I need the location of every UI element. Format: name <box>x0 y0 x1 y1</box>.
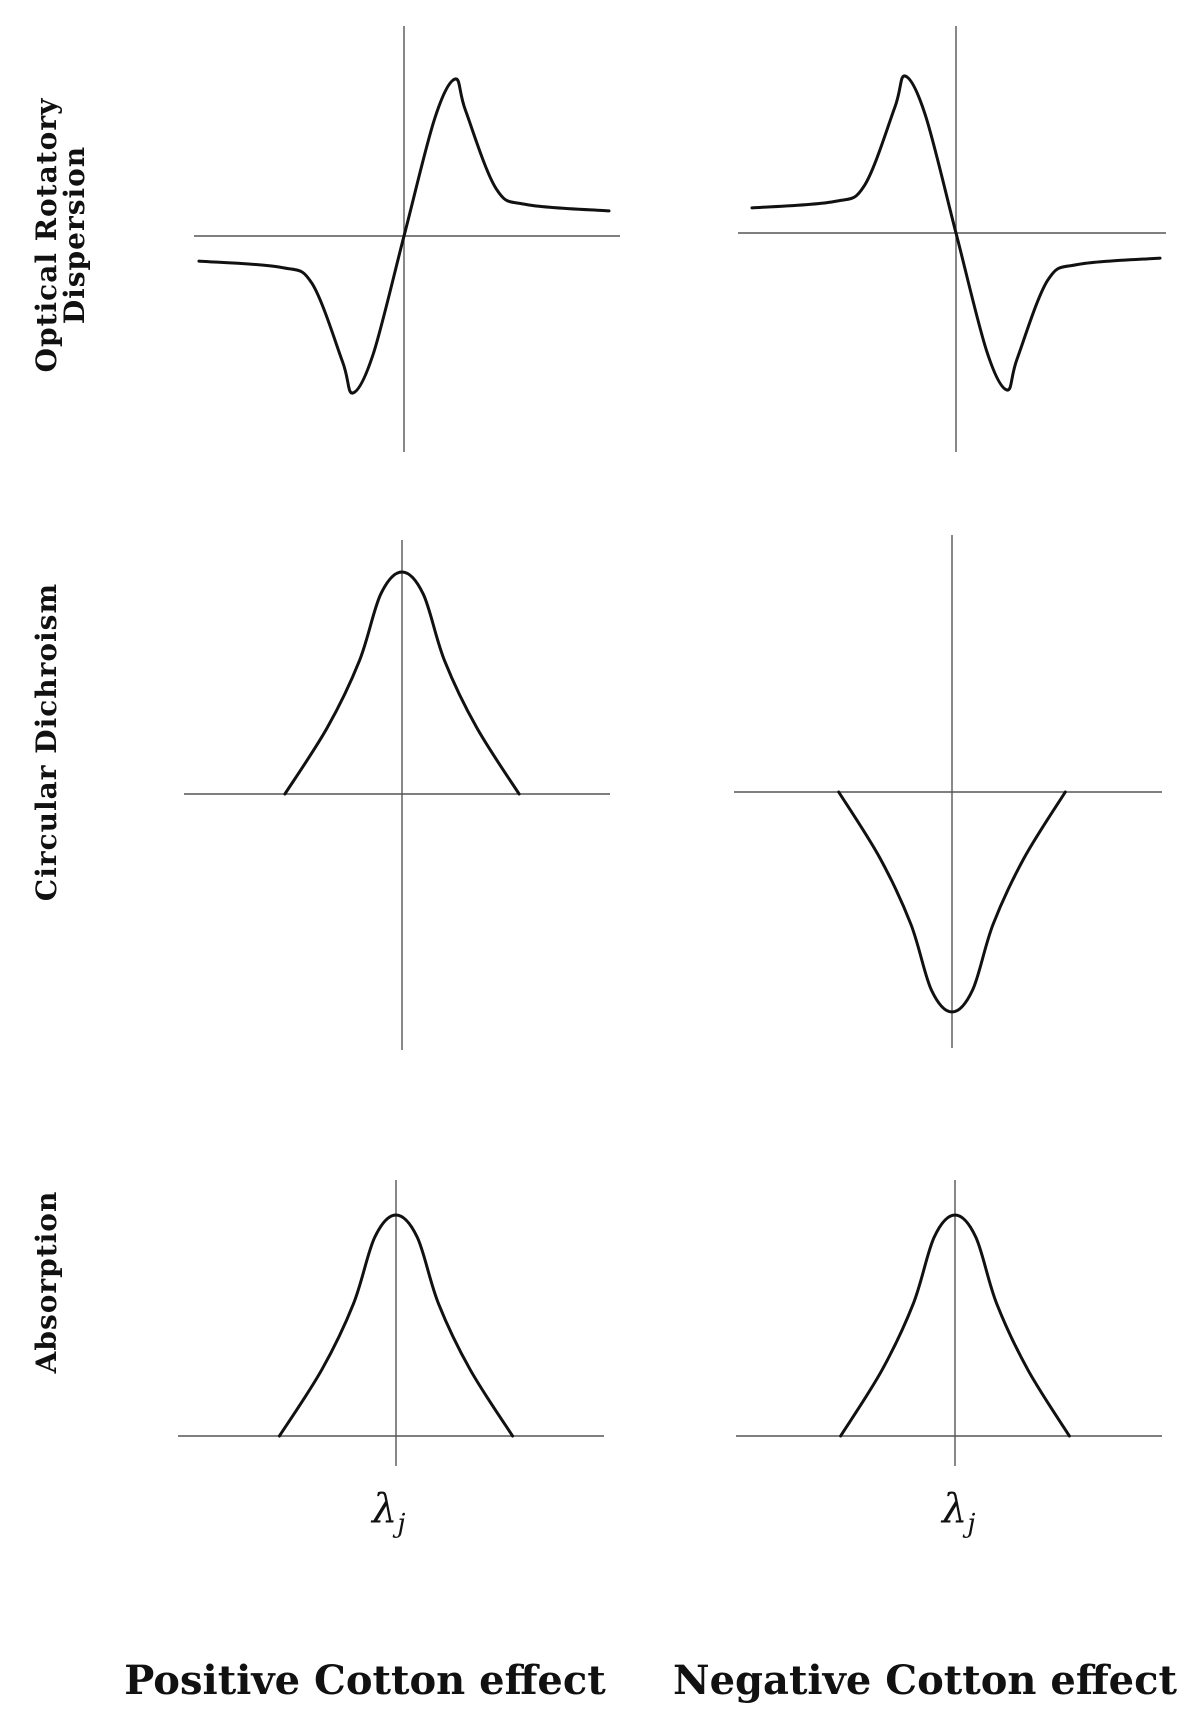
xtick-label-negative: λj <box>940 1486 975 1539</box>
column-label-positive: Positive Cotton effect <box>124 1657 606 1704</box>
series-curve <box>277 1213 515 1438</box>
panel-ord-positive <box>194 26 620 452</box>
panel-cd-negative <box>734 535 1162 1048</box>
row-label-absorption: Absorption <box>30 1191 63 1375</box>
panel-cd-positive <box>184 540 610 1050</box>
panel-ord-negative <box>738 26 1166 452</box>
series-curve <box>283 570 521 796</box>
series-curve <box>837 790 1067 1014</box>
row-label-ord-line2: Dispersion <box>58 146 91 324</box>
row-label-ord-line1: Optical Rotatory <box>30 98 63 373</box>
xtick-label-positive: λj <box>370 1486 405 1539</box>
column-label-negative: Negative Cotton effect <box>673 1657 1177 1704</box>
series-curve <box>197 77 611 395</box>
panel-absorption-positive <box>178 1180 604 1466</box>
series-curve <box>750 74 1162 392</box>
panel-absorption-negative <box>736 1180 1162 1466</box>
row-label-cd: Circular Dichroism <box>30 583 63 901</box>
series-curve <box>839 1213 1071 1438</box>
